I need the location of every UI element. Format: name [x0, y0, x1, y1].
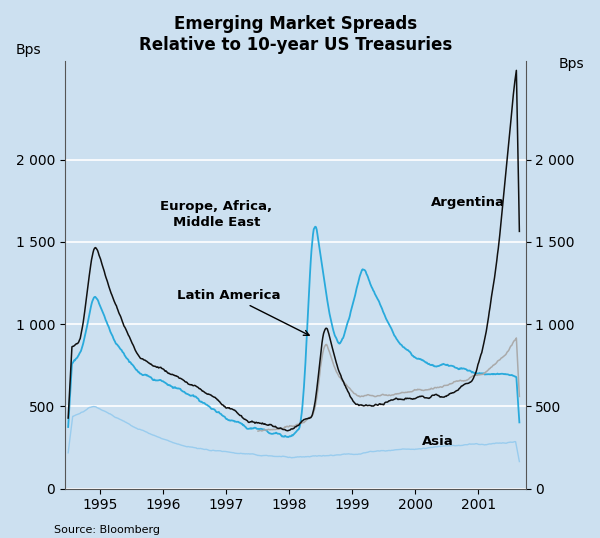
Text: Source: Bloomberg: Source: Bloomberg	[54, 525, 160, 535]
Text: Europe, Africa,
Middle East: Europe, Africa, Middle East	[160, 200, 272, 229]
Title: Emerging Market Spreads
Relative to 10-year US Treasuries: Emerging Market Spreads Relative to 10-y…	[139, 15, 452, 54]
Y-axis label: Bps: Bps	[16, 43, 41, 56]
Y-axis label: Bps: Bps	[559, 56, 584, 70]
Text: Asia: Asia	[422, 435, 454, 448]
Text: Latin America: Latin America	[178, 288, 309, 335]
Text: Argentina: Argentina	[431, 196, 505, 209]
